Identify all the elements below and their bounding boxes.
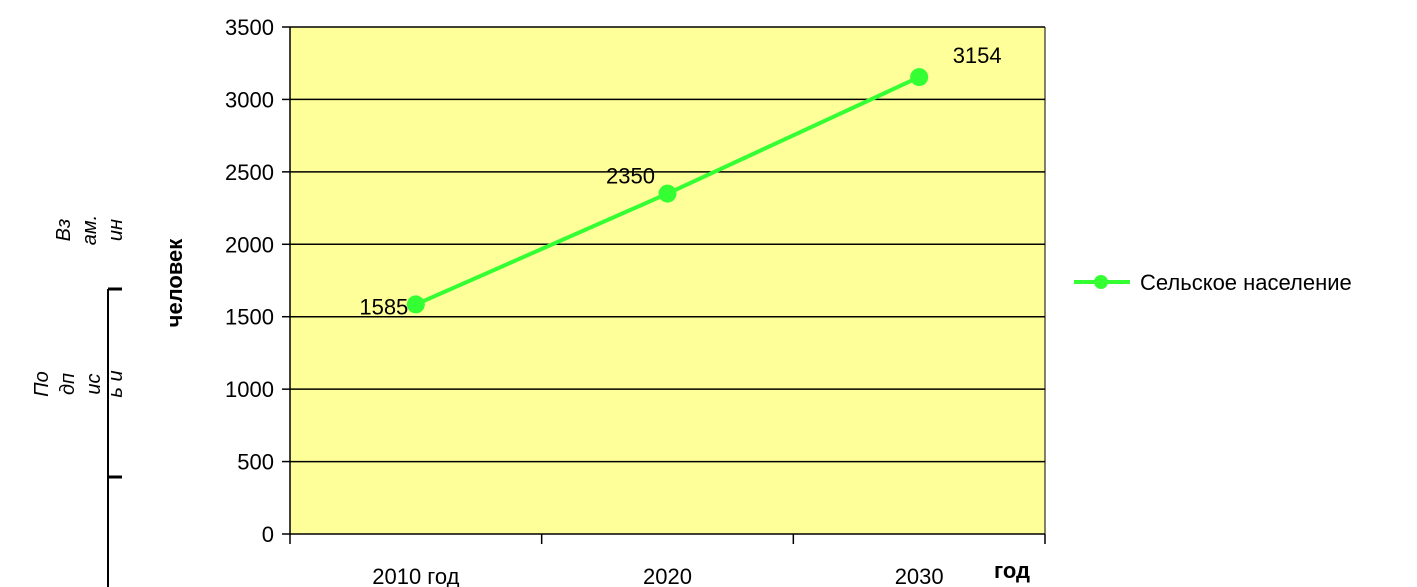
data-point: [406, 295, 425, 314]
y-tick-label: 0: [262, 522, 274, 547]
stamp-text-4: По: [31, 371, 53, 397]
stamp-text-5: дп: [57, 373, 79, 395]
y-tick-label: 2000: [225, 232, 274, 257]
data-label: 1585: [359, 294, 408, 319]
legend: Сельское население: [1074, 270, 1352, 295]
y-tick-label: 3500: [225, 15, 274, 40]
stamp-text-2: ам.: [79, 215, 101, 245]
x-axis-ticks: 2010 год 2020 2030: [289, 534, 1046, 587]
data-point: [910, 68, 929, 87]
y-tick-label: 500: [237, 450, 274, 475]
y-tick-label: 1000: [225, 377, 274, 402]
y-tick-label: 3000: [225, 87, 274, 112]
data-point: [658, 184, 677, 203]
stamp-text-3: ин: [105, 219, 127, 241]
data-label: 2350: [606, 164, 655, 189]
series-group: 1585 2350 3154: [359, 43, 1001, 319]
x-tick-label: 2030: [895, 564, 944, 587]
plot-background: [290, 27, 1045, 534]
y-axis-title: человек: [162, 238, 187, 328]
stamp-text-7: ь и: [105, 370, 127, 397]
y-axis-ticks: 0 500 1000 1500 2000 2500 3000 3500: [225, 15, 290, 547]
x-axis-title: год: [994, 558, 1030, 583]
y-tick-label: 1500: [225, 305, 274, 330]
stamp-text-1: Вз: [53, 219, 75, 242]
stamp-text-6: ис: [83, 373, 105, 394]
legend-marker: [1094, 275, 1108, 289]
x-tick-label: 2020: [643, 564, 692, 587]
legend-label: Сельское население: [1140, 270, 1352, 295]
x-tick-label: 2010 год: [372, 564, 459, 587]
stamp-area: Вз ам. ин По дп ис ь и: [31, 215, 127, 587]
data-label: 3154: [953, 43, 1002, 68]
plot-area: [289, 26, 1046, 535]
y-tick-label: 2500: [225, 160, 274, 185]
